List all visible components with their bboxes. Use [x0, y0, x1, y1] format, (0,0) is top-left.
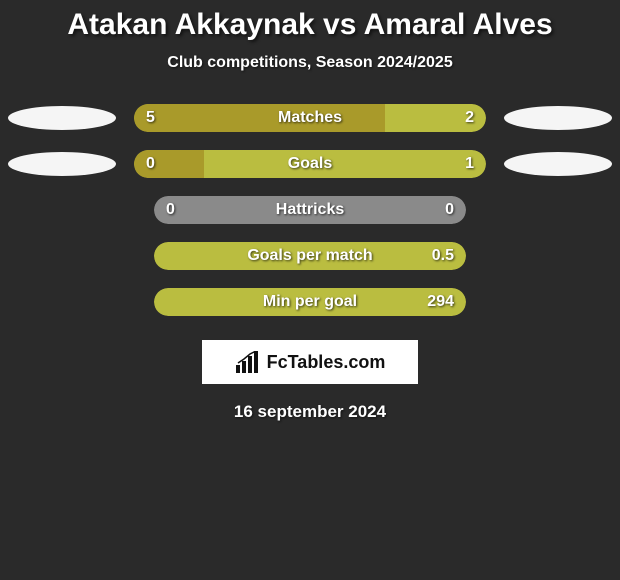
stat-label: Matches	[278, 109, 342, 127]
stat-label: Goals per match	[247, 247, 372, 265]
stat-row: Goals 0 1	[6, 150, 614, 178]
stat-right-value: 1	[465, 155, 474, 173]
stat-right-value: 294	[427, 293, 454, 311]
stat-row: Hattricks 0 0	[6, 196, 614, 224]
stat-row: Matches 5 2	[6, 104, 614, 132]
stat-row: Goals per match 0.5	[6, 242, 614, 270]
stat-label: Hattricks	[276, 201, 344, 219]
stat-right-value: 0	[445, 201, 454, 219]
stat-bar: Goals 0 1	[134, 150, 486, 178]
page-title: Atakan Akkaynak vs Amaral Alves	[0, 0, 620, 42]
stat-label: Goals	[288, 155, 332, 173]
avatar-right	[504, 152, 612, 176]
avatar-placeholder	[486, 244, 594, 268]
stat-bar: Goals per match 0.5	[154, 242, 466, 270]
date-line: 16 september 2024	[0, 402, 620, 422]
avatar-left	[8, 152, 116, 176]
stat-right-value: 0.5	[432, 247, 454, 265]
avatar-placeholder	[26, 244, 134, 268]
stat-bar: Min per goal 294	[154, 288, 466, 316]
stats-rows: Matches 5 2 Goals 0 1 Hattricks 0 0 Goals per mat…	[0, 104, 620, 316]
avatar-right	[504, 106, 612, 130]
stat-row: Min per goal 294	[6, 288, 614, 316]
subtitle: Club competitions, Season 2024/2025	[0, 54, 620, 72]
stat-label: Min per goal	[263, 293, 357, 311]
comparison-infographic: Atakan Akkaynak vs Amaral Alves Club com…	[0, 0, 620, 580]
avatar-placeholder	[26, 290, 134, 314]
avatar-left	[8, 106, 116, 130]
bar-left-fill	[134, 150, 204, 178]
bar-left-fill	[134, 104, 385, 132]
stat-bar: Matches 5 2	[134, 104, 486, 132]
avatar-placeholder	[486, 198, 594, 222]
stat-left-value: 5	[146, 109, 155, 127]
stat-left-value: 0	[146, 155, 155, 173]
brand-box: FcTables.com	[202, 340, 418, 384]
brand-text: FcTables.com	[267, 352, 386, 373]
avatar-placeholder	[486, 290, 594, 314]
avatar-placeholder	[26, 198, 134, 222]
stat-bar: Hattricks 0 0	[154, 196, 466, 224]
bar-chart-icon	[235, 351, 261, 373]
stat-left-value: 0	[166, 201, 175, 219]
stat-right-value: 2	[465, 109, 474, 127]
